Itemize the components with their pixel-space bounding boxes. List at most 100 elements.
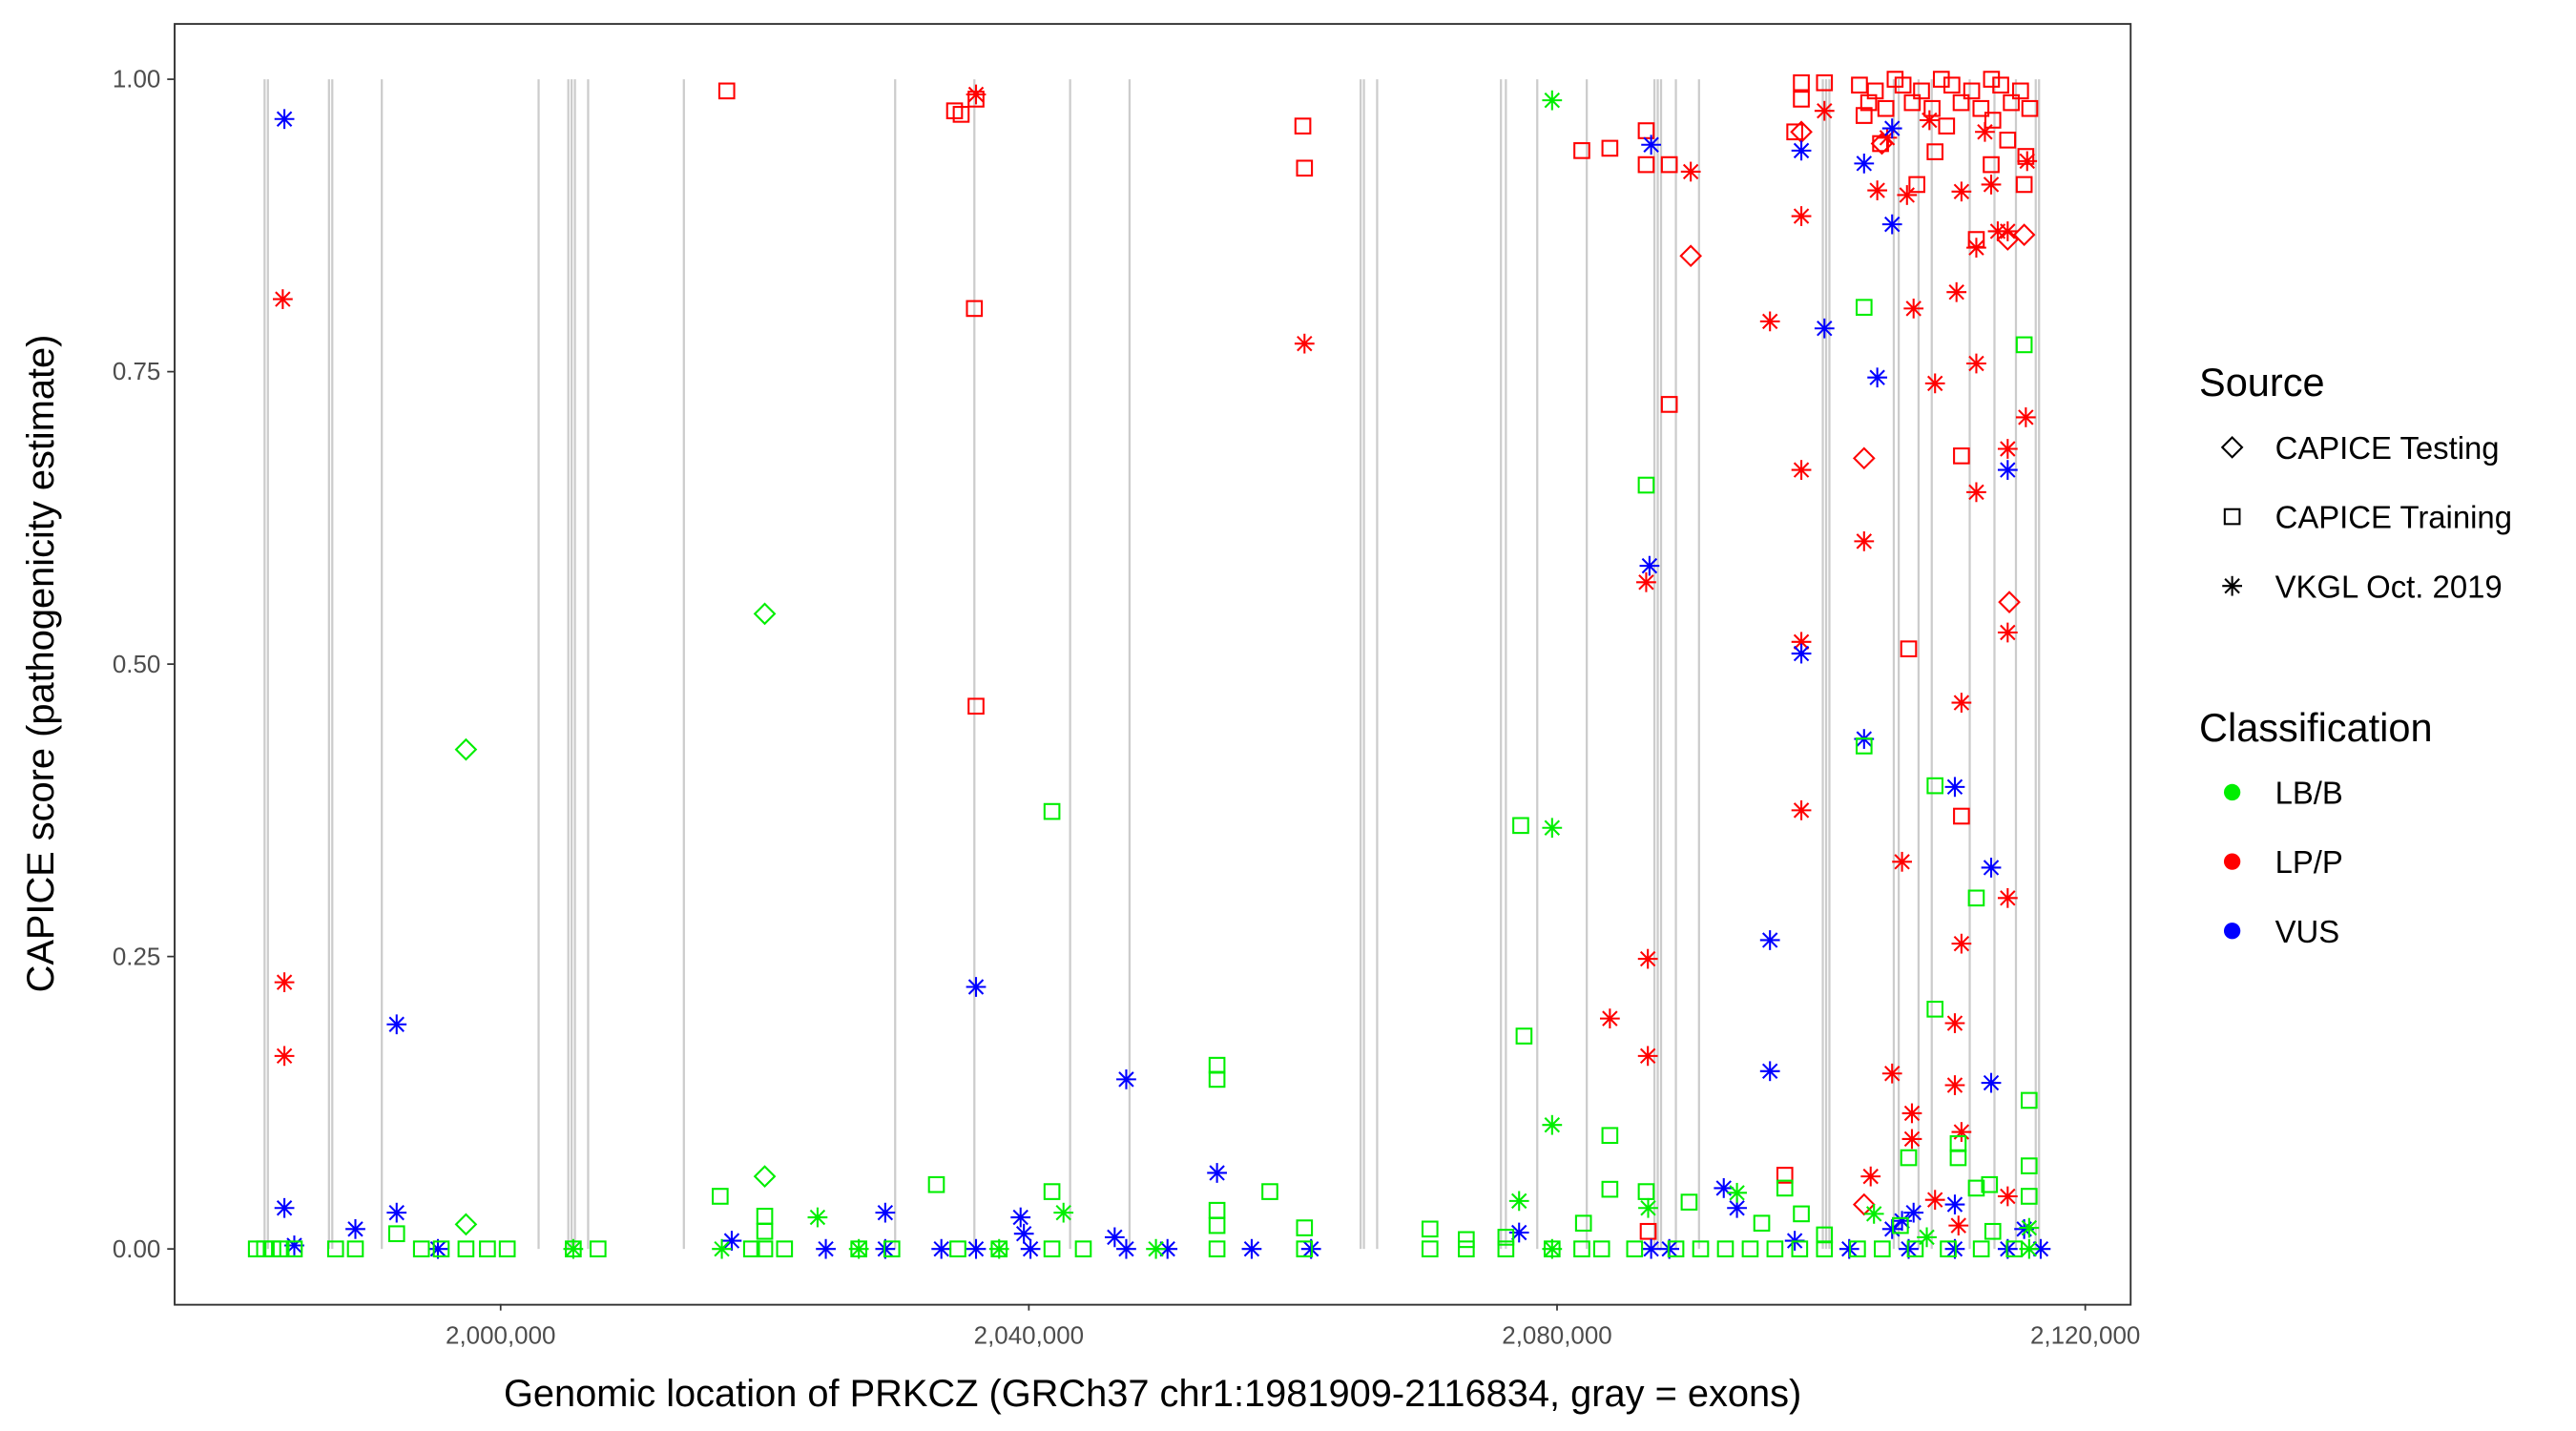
point-vkgl-lpp	[1951, 181, 1972, 202]
point-training-lbb	[1043, 1240, 1061, 1257]
point-vkgl-vus	[1854, 153, 1875, 174]
y-tick-label: 0.00	[113, 1236, 160, 1263]
point-training-lbb	[1208, 1216, 1226, 1234]
point-training-lbb	[1637, 1183, 1655, 1200]
point-training-lbb	[850, 1240, 867, 1257]
point-vkgl-lbb	[1542, 818, 1563, 839]
point-training-lpp	[1793, 73, 1810, 92]
point-training-lbb	[1753, 1214, 1771, 1233]
point-training-lbb	[412, 1240, 430, 1257]
point-training-lbb	[346, 1240, 364, 1257]
point-vkgl-vus	[966, 1238, 987, 1259]
point-vkgl-lpp	[1946, 281, 1967, 302]
point-testing-lbb	[454, 737, 478, 761]
point-training-lpp	[1952, 93, 1970, 112]
legend-source-label: VKGL Oct. 2019	[2275, 569, 2503, 604]
point-training-lpp	[1660, 396, 1678, 413]
point-vkgl-lbb	[1508, 1191, 1529, 1212]
x-axis-title: Genomic location of PRKCZ (GRCh37 chr1:1…	[504, 1373, 1801, 1415]
point-vkgl-vus	[1867, 367, 1888, 388]
legend-source-title: Source	[2199, 360, 2325, 404]
point-vkgl-lpp	[1951, 693, 1972, 713]
point-vkgl-lpp	[1919, 110, 1940, 131]
y-tick-label: 1.00	[113, 67, 160, 93]
point-training-lpp	[1953, 447, 1970, 465]
point-training-lpp	[2011, 82, 2029, 100]
point-vkgl-lbb	[2019, 1217, 2040, 1238]
point-training-lbb	[990, 1240, 1008, 1257]
y-tick-label: 0.75	[113, 359, 160, 385]
point-vkgl-lpp	[1966, 353, 1986, 374]
point-training-lbb	[1874, 1240, 1891, 1257]
axes: 0.00 0.25 0.50 0.75 1.00 2,000,000 2,040,000 2,…	[113, 67, 2140, 1350]
point-training-lbb	[1458, 1240, 1475, 1257]
point-training-lbb	[285, 1240, 303, 1257]
point-training-lbb	[1497, 1229, 1515, 1246]
point-testing-lbb	[753, 1165, 777, 1188]
point-vkgl-lbb	[1542, 1114, 1563, 1135]
point-training-lbb	[1458, 1231, 1475, 1249]
point-vkgl-lpp	[1901, 1129, 1922, 1150]
x-tick-label: 2,120,000	[2030, 1322, 2140, 1349]
point-training-lpp	[1900, 640, 1918, 657]
point-training-lbb	[1497, 1240, 1515, 1257]
point-training-lpp	[1601, 139, 1619, 157]
point-training-lbb	[565, 1240, 582, 1257]
point-training-lbb	[1208, 1240, 1226, 1257]
plot-panel-border	[174, 23, 2132, 1306]
point-training-lbb	[1926, 1000, 1944, 1018]
point-vkgl-lpp	[1791, 799, 1812, 820]
point-vkgl-vus	[1010, 1207, 1031, 1228]
point-vkgl-lbb	[1863, 1203, 1884, 1224]
point-testing-lbb	[454, 1213, 478, 1236]
point-training-lpp	[1992, 76, 2009, 94]
point-training-lbb	[1296, 1219, 1314, 1236]
point-training-lbb	[1940, 1240, 1957, 1257]
point-training-lpp	[1983, 156, 2000, 174]
point-testing-lpp	[1852, 446, 1876, 470]
point-vkgl-lpp	[1901, 1103, 1922, 1124]
point-training-lpp	[1294, 117, 1312, 135]
y-tick-label: 0.25	[113, 944, 160, 970]
point-vkgl-lpp	[1680, 161, 1701, 182]
point-training-lbb	[883, 1240, 901, 1257]
point-vkgl-lpp	[1294, 333, 1315, 354]
point-training-lbb	[1981, 1175, 1999, 1193]
point-vkgl-lpp	[1791, 460, 1812, 480]
point-training-lbb	[1926, 777, 1944, 795]
point-vkgl-lpp	[1997, 439, 2018, 459]
point-vkgl-vus	[1881, 118, 1902, 138]
point-training-lbb	[1906, 1240, 1924, 1257]
point-training-lbb	[1601, 1180, 1619, 1198]
point-training-lpp	[1660, 156, 1678, 174]
point-training-lbb	[1984, 1222, 2002, 1240]
point-training-lbb	[742, 1240, 760, 1257]
point-training-lpp	[1816, 73, 1834, 92]
x-tick-label: 2,080,000	[1502, 1322, 1611, 1349]
point-vkgl-lpp	[2015, 407, 2036, 427]
point-vkgl-lpp	[1791, 206, 1812, 226]
point-training-lpp	[1637, 122, 1655, 139]
point-vkgl-lpp	[1903, 299, 1924, 319]
point-training-lbb	[776, 1240, 794, 1257]
point-training-lbb	[1791, 1240, 1809, 1257]
point-training-lbb	[1766, 1240, 1784, 1257]
point-vkgl-lpp	[1881, 1063, 1902, 1084]
point-training-lbb	[479, 1240, 496, 1257]
point-training-lbb	[1626, 1240, 1644, 1257]
point-vkgl-lpp	[1997, 887, 2018, 908]
point-testing-lpp	[1679, 244, 1702, 268]
point-training-lpp	[1637, 156, 1655, 174]
point-training-lpp	[952, 106, 970, 123]
point-training-lbb	[756, 1240, 774, 1257]
point-training-lpp	[1793, 91, 1810, 108]
point-vkgl-vus	[1714, 1178, 1735, 1198]
point-training-lpp	[1963, 82, 1981, 100]
point-training-lbb	[1296, 1240, 1314, 1257]
point-vkgl-lpp	[1948, 1215, 1969, 1236]
point-vkgl-lpp	[1924, 1190, 1945, 1211]
point-vkgl-vus	[1639, 555, 1660, 576]
point-training-lbb	[1949, 1134, 1967, 1152]
point-training-lpp	[1639, 1222, 1657, 1240]
